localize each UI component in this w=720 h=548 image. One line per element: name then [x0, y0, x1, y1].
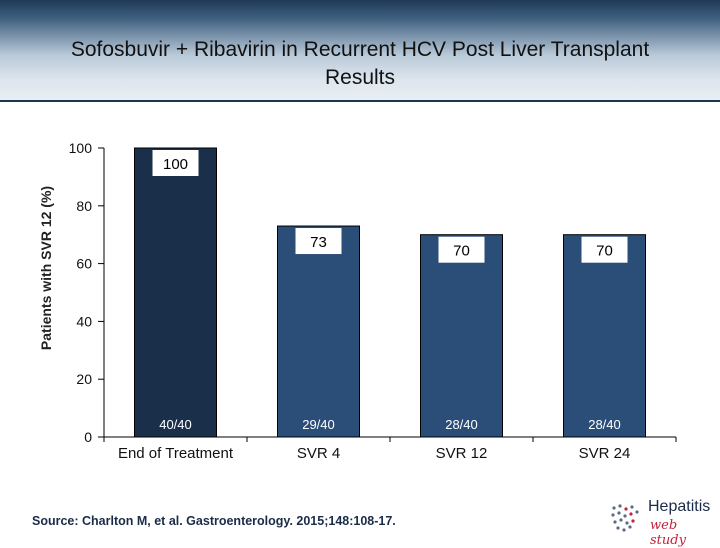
slide-title-line-2: Results — [324, 66, 396, 89]
bar-1 — [277, 225, 360, 438]
bar-count-label-3: 28/40 — [588, 417, 621, 432]
logo-subtitle: web study — [650, 518, 686, 548]
logo-dot — [612, 506, 616, 510]
x-tick-label-3: SVR 24 — [579, 445, 631, 462]
logo-dot — [630, 505, 634, 509]
bar-value-label-2: 70 — [453, 243, 470, 260]
bar-value-box-1 — [295, 228, 342, 255]
bar-count-label-2: 28/40 — [445, 417, 478, 432]
header-divider — [0, 100, 720, 102]
logo-dot — [619, 518, 623, 522]
source-citation: Source: Charlton M, et al. Gastroenterol… — [32, 514, 396, 528]
bar-value-label-1: 73 — [310, 234, 327, 251]
y-tick-label-100: 100 — [69, 140, 93, 156]
bar-count-label-1: 29/40 — [302, 417, 335, 432]
bar-value-label-0: 100 — [163, 156, 188, 173]
y-tick-label-0: 0 — [84, 429, 92, 445]
bar-value-box-0 — [152, 150, 199, 176]
logo-dot — [616, 526, 620, 530]
logo-dot — [613, 520, 617, 524]
y-tick-label-20: 20 — [76, 371, 92, 387]
logo-title: Hepatitis — [648, 498, 711, 515]
logo-dot — [631, 519, 635, 523]
bar-count-label-0: 40/40 — [159, 417, 192, 432]
hepatitis-dots-icon — [611, 504, 639, 532]
logo-dot — [618, 504, 622, 508]
hepatitis-logo[interactable]: Hepatitis web study — [610, 498, 715, 548]
x-tick-label-2: SVR 12 — [436, 445, 488, 462]
bar-2 — [420, 234, 503, 438]
logo-dot — [625, 521, 629, 525]
logo-dot — [635, 510, 639, 514]
x-tick-label-1: SVR 4 — [297, 445, 340, 462]
bar-value-box-2 — [438, 236, 485, 263]
x-tick-label-0: End of Treatment — [118, 445, 234, 462]
logo-dot — [611, 513, 615, 517]
y-tick-label-40: 40 — [76, 313, 92, 329]
logo-dot — [623, 514, 627, 518]
slide-title-line-1: Sofosbuvir + Ribavirin in Recurrent HCV … — [70, 38, 650, 61]
bar-value-box-3 — [581, 236, 628, 263]
y-axis-label-wrap: Patients with SVR 12 (%) — [34, 148, 58, 388]
logo-dot — [624, 507, 628, 511]
bar-value-label-3: 70 — [596, 243, 613, 260]
header-band — [0, 0, 720, 100]
logo-dot — [629, 512, 633, 516]
logo-dot — [617, 511, 621, 515]
bar-0 — [134, 147, 217, 438]
logo-dot — [628, 525, 632, 529]
slide-title: Sofosbuvir + Ribavirin in Recurrent HCV … — [40, 36, 680, 92]
logo-dot — [622, 528, 626, 532]
y-axis-label: Patients with SVR 12 (%) — [38, 185, 54, 351]
bar-3 — [563, 234, 646, 438]
y-tick-label-80: 80 — [76, 198, 92, 214]
y-tick-label-60: 60 — [76, 256, 92, 272]
